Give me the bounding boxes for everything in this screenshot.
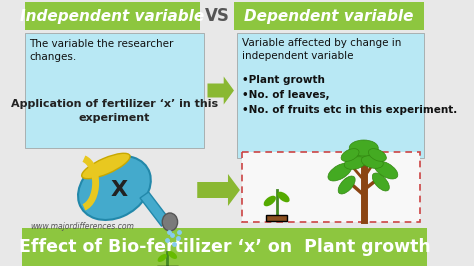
Ellipse shape xyxy=(372,173,389,191)
Ellipse shape xyxy=(78,156,151,220)
Text: Application of fertilizer ‘x’ in this
experiment: Application of fertilizer ‘x’ in this ex… xyxy=(11,99,218,123)
Polygon shape xyxy=(208,77,234,105)
Text: Independent variable: Independent variable xyxy=(20,9,204,23)
FancyBboxPatch shape xyxy=(234,2,423,30)
Ellipse shape xyxy=(168,251,177,259)
Ellipse shape xyxy=(368,149,386,161)
FancyBboxPatch shape xyxy=(237,33,423,158)
Ellipse shape xyxy=(361,156,383,168)
Ellipse shape xyxy=(328,163,352,181)
Text: •Plant growth
•No. of leaves,
•No. of fruits etc in this experiment.: •Plant growth •No. of leaves, •No. of fr… xyxy=(242,75,457,115)
FancyBboxPatch shape xyxy=(266,215,287,221)
Text: www.majordifferences.com: www.majordifferences.com xyxy=(31,222,135,231)
FancyBboxPatch shape xyxy=(243,152,420,222)
Text: Variable affected by change in
independent variable: Variable affected by change in independe… xyxy=(242,38,401,61)
Polygon shape xyxy=(197,174,240,206)
Ellipse shape xyxy=(349,140,378,156)
Text: Dependent variable: Dependent variable xyxy=(244,9,413,23)
Ellipse shape xyxy=(346,145,381,165)
FancyBboxPatch shape xyxy=(22,228,427,266)
Text: VS: VS xyxy=(204,7,229,25)
Text: X: X xyxy=(110,180,127,200)
Ellipse shape xyxy=(158,254,167,262)
Ellipse shape xyxy=(344,157,366,169)
Ellipse shape xyxy=(264,196,276,206)
Circle shape xyxy=(162,213,178,231)
Text: Effect of Bio-fertilizer ‘x’ on  Plant growth: Effect of Bio-fertilizer ‘x’ on Plant gr… xyxy=(18,238,430,256)
Ellipse shape xyxy=(82,153,130,179)
Ellipse shape xyxy=(338,176,355,194)
FancyBboxPatch shape xyxy=(25,33,204,148)
Text: The variable the researcher
changes.: The variable the researcher changes. xyxy=(29,39,173,62)
Ellipse shape xyxy=(374,161,398,179)
FancyBboxPatch shape xyxy=(25,2,200,30)
Ellipse shape xyxy=(341,149,359,161)
Polygon shape xyxy=(140,192,170,226)
Ellipse shape xyxy=(277,192,290,202)
